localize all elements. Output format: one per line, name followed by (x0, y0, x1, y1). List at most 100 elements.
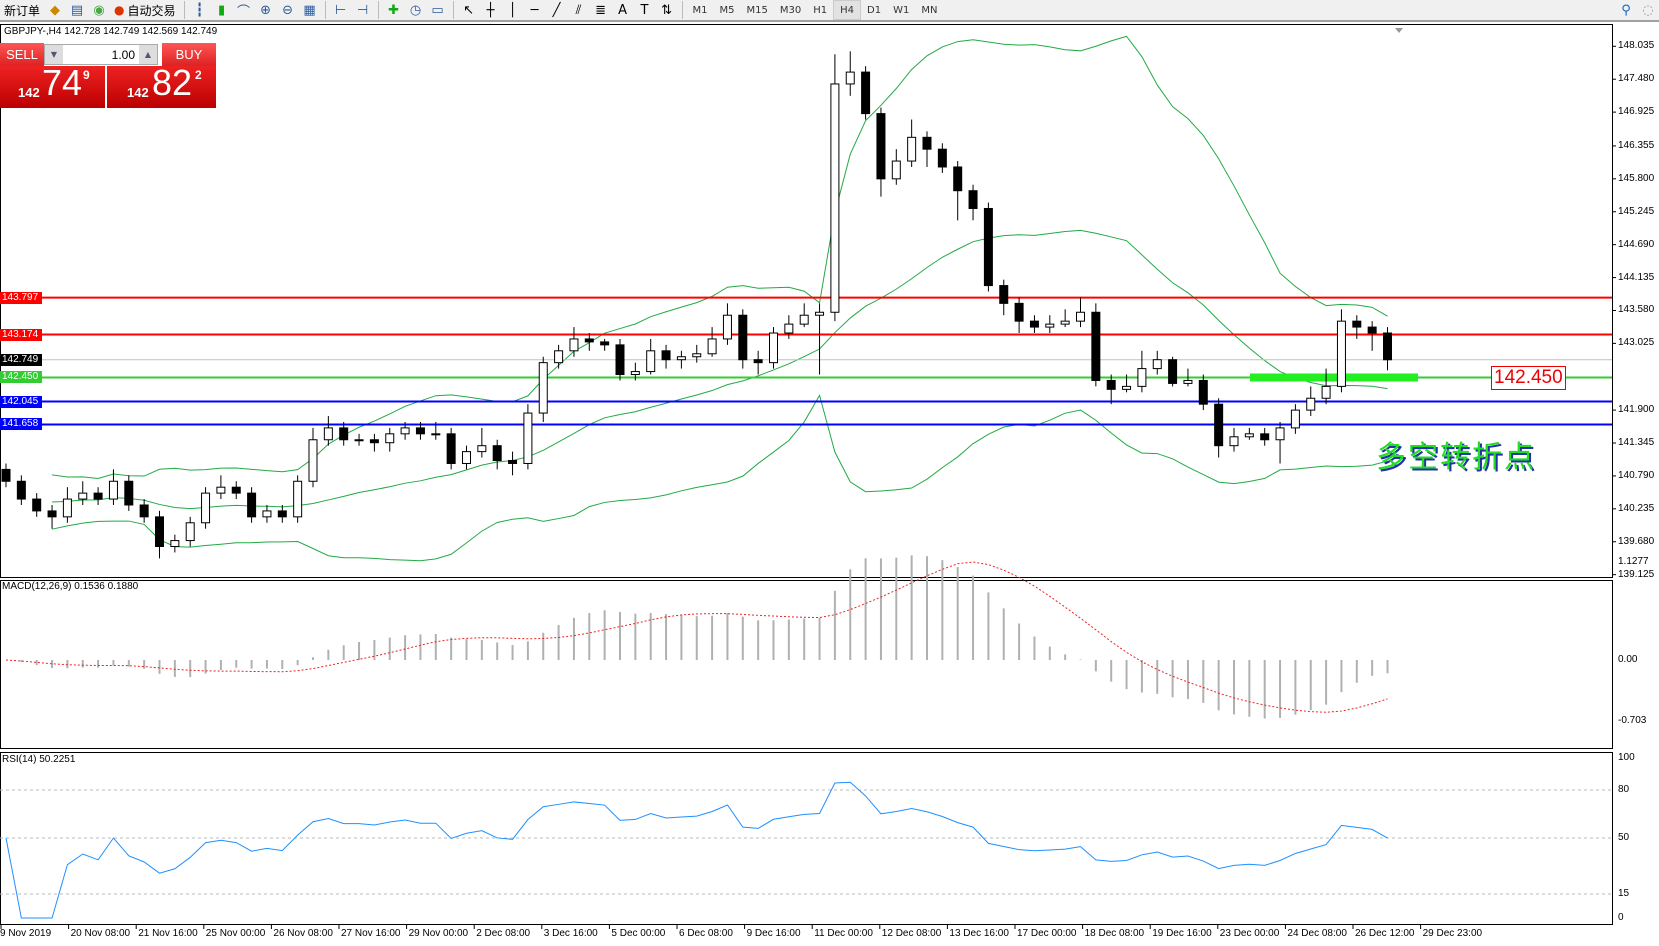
toolbar: 新订单 ◆ ▤ ◉ ● 自动交易 ┇ ▮ ⌒ ⊕ ⊖ ▦ ⊢ ⊣ ✚ ◷ ▭ ↖ … (0, 0, 1659, 22)
lot-value[interactable]: 1.00 (111, 47, 135, 62)
candle-body (400, 427, 410, 435)
candle-body (170, 540, 180, 547)
candle (1336, 309, 1346, 393)
autoscroll-icon[interactable]: ⊢ (334, 2, 347, 18)
buy-price[interactable]: 142 82 2 (107, 62, 216, 108)
candle (201, 487, 211, 529)
chart-area[interactable] (0, 24, 1659, 946)
trendline-icon[interactable]: ╱ (552, 2, 561, 18)
candle-body (600, 341, 610, 346)
market-watch-icon[interactable]: ◆ (50, 2, 61, 18)
zoom-in-icon[interactable]: ⊕ (260, 2, 271, 18)
buy-button[interactable]: BUY (162, 43, 216, 66)
candle-body (462, 451, 471, 464)
timeframe-mn[interactable]: MN (921, 4, 938, 16)
lot-increase-button[interactable]: ▲ (139, 45, 157, 64)
arrows-icon[interactable]: ⇅ (661, 2, 672, 18)
candle (1306, 386, 1316, 417)
timeframe-m30[interactable]: M30 (779, 4, 802, 16)
new-order-button[interactable]: 新订单 (0, 0, 44, 20)
timeframe-d1[interactable]: D1 (867, 4, 882, 16)
candle-body (1, 468, 11, 482)
y-tick-label: 141.900 (1618, 404, 1655, 416)
cursor-icon[interactable]: ↖ (463, 2, 474, 18)
candle-body (968, 190, 978, 209)
candle-body (538, 362, 548, 414)
candle (477, 427, 487, 458)
candle-body (431, 433, 441, 436)
channel-icon[interactable]: ⫽ (575, 2, 582, 18)
x-tick-label: 18 Dec 08:00 (1084, 928, 1145, 939)
timeframe-m15[interactable]: M15 (746, 4, 768, 16)
candle-body (907, 136, 917, 162)
candle-body (815, 311, 825, 316)
candle-body (1229, 436, 1239, 447)
candle-body (661, 350, 671, 361)
candle (845, 51, 855, 96)
x-tick-label: 5 Dec 00:00 (611, 928, 666, 939)
candle-body (47, 510, 57, 518)
tile-windows-icon[interactable]: ▦ (303, 2, 316, 18)
text-label-icon[interactable]: T (640, 2, 649, 18)
candle (277, 504, 287, 523)
candle (676, 350, 686, 369)
candle (1275, 421, 1285, 464)
price-tag: 142.749 (0, 353, 42, 366)
timeframe-w1[interactable]: W1 (893, 4, 910, 16)
lot-input[interactable]: ▼ 1.00 ▲ (44, 44, 158, 65)
candle-body (108, 480, 118, 500)
crosshair-icon[interactable]: ┼ (486, 2, 495, 18)
candle-body (1076, 311, 1085, 322)
timeframe-m1[interactable]: M1 (692, 4, 708, 16)
sell-price[interactable]: 142 74 9 (0, 62, 105, 108)
auto-trading-button[interactable]: ● 自动交易 (110, 0, 180, 20)
indicators-icon[interactable]: ✚ (388, 2, 399, 18)
timeframe-h1[interactable]: H1 (813, 4, 828, 16)
candle-body (1060, 320, 1070, 325)
candle (47, 504, 57, 529)
timeframe-h4[interactable]: H4 (833, 0, 862, 20)
macd-label: MACD(12,26,9) 0.1536 0.1880 (2, 581, 139, 592)
horizontal-line-icon[interactable]: ─ (530, 2, 539, 18)
candle (922, 131, 932, 167)
sell-price-big: 142 (18, 85, 40, 100)
chat-icon[interactable]: ◌ (1642, 2, 1654, 18)
timeframe-m5[interactable]: M5 (719, 4, 735, 16)
zoom-out-icon[interactable]: ⊖ (282, 2, 293, 18)
candle-body (799, 314, 809, 325)
candle (784, 315, 794, 339)
bar-chart-icon[interactable]: ┇ (195, 2, 204, 18)
fibonacci-icon[interactable]: ≣ (595, 2, 606, 18)
text-icon[interactable]: A (618, 2, 627, 18)
candle (231, 481, 241, 500)
periods-icon[interactable]: ◷ (409, 2, 422, 18)
y-tick-label: 144.690 (1618, 238, 1655, 250)
navigator-icon[interactable]: ▤ (70, 2, 84, 18)
candle-body (1336, 320, 1346, 387)
candle (1383, 327, 1392, 371)
vertical-line-icon[interactable]: │ (508, 2, 517, 18)
price-tag: 142.450 (0, 371, 42, 384)
sell-button[interactable]: SELL (0, 43, 44, 66)
candle (93, 487, 103, 505)
candle (508, 451, 518, 476)
x-tick-label: 13 Dec 16:00 (949, 928, 1009, 939)
line-chart-icon[interactable]: ⌒ (237, 4, 251, 20)
x-tick-label: 26 Dec 12:00 (1355, 928, 1415, 939)
candle-body (830, 83, 840, 313)
search-icon[interactable]: ⚲ (1621, 2, 1631, 18)
candle-body (784, 323, 794, 334)
candle-body (584, 338, 594, 343)
templates-icon[interactable]: ▭ (431, 2, 444, 18)
lot-decrease-button[interactable]: ▼ (45, 45, 63, 64)
chart-shift-icon[interactable]: ⊣ (356, 2, 369, 18)
candle (1076, 297, 1085, 328)
signals-icon[interactable]: ◉ (93, 2, 105, 18)
rsi-y-label: 50 (1618, 832, 1630, 843)
candle-body (1122, 385, 1132, 390)
candle-body (1198, 379, 1208, 405)
candlestick-icon[interactable]: ▮ (217, 2, 226, 18)
candle (1367, 321, 1377, 351)
candle (431, 421, 441, 440)
candle (1260, 427, 1270, 446)
